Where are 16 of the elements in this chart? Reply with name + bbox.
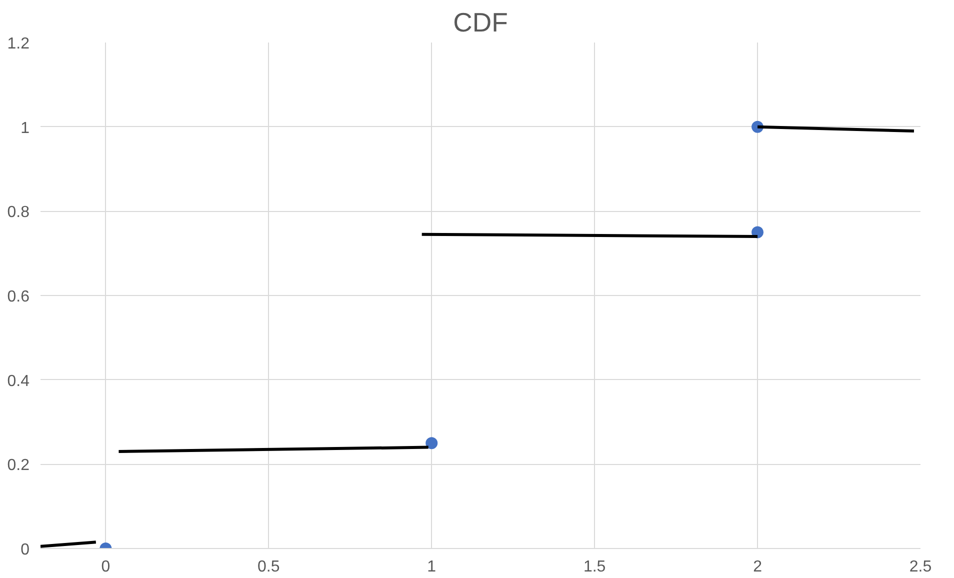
y-tick-label: 1 bbox=[20, 120, 30, 137]
x-tick-label: 0.5 bbox=[258, 558, 280, 576]
point bbox=[426, 437, 438, 450]
x-tick-label: 1 bbox=[427, 558, 436, 576]
y-tick-label: 1.2 bbox=[7, 36, 30, 52]
chart-title: CDF bbox=[453, 8, 508, 38]
y-tick-label: 0.2 bbox=[7, 457, 30, 474]
y-tick-label: 0.4 bbox=[7, 372, 30, 390]
x-tick-label: 1.5 bbox=[583, 558, 606, 576]
x-tick-label: 2 bbox=[753, 558, 762, 576]
x-tick-label: 0 bbox=[101, 558, 110, 576]
y-tick-label: 0.6 bbox=[7, 288, 30, 306]
y-tick-label: 0.8 bbox=[7, 204, 30, 222]
y-tick-label: 0 bbox=[20, 542, 30, 558]
x-tick-label: 2.5 bbox=[909, 558, 932, 576]
point bbox=[752, 226, 764, 238]
